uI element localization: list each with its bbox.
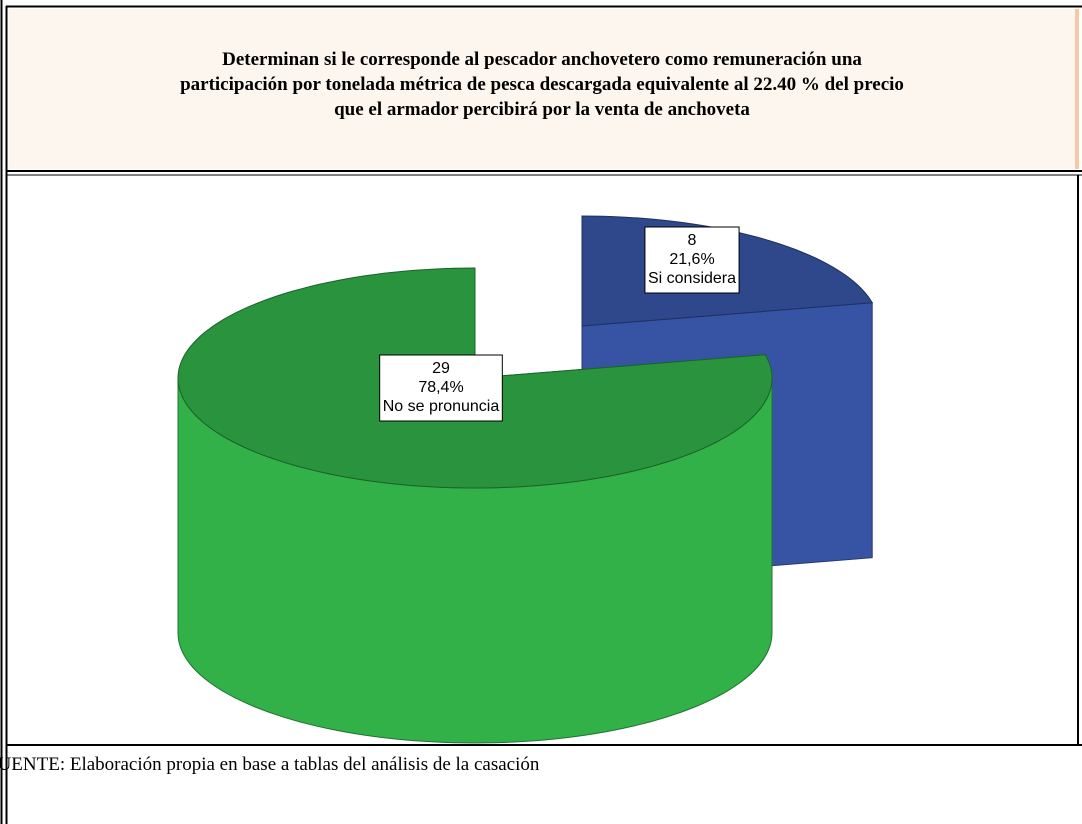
label-box [379, 354, 503, 422]
title-line: participación por tonelada métrica de pe… [180, 74, 904, 95]
data-label-category: Si considera [648, 270, 736, 287]
source-note: FUENTE: Elaboración propia en base a tab… [0, 754, 540, 775]
data-label-count: 8 [688, 232, 697, 249]
label-box [644, 226, 740, 294]
data-label-percent: 78,4% [418, 379, 463, 396]
title-line: Determinan si le corresponde al pescador… [222, 49, 862, 70]
data-label-category: No se pronuncia [383, 398, 500, 415]
data-label-count: 29 [432, 360, 450, 377]
title-line: que el armador percibirá por la venta de… [334, 99, 750, 120]
pie: 8 21,6% Si considera 29 78,4% No se pronuncia [177, 215, 874, 744]
data-label-percent: 21,6% [669, 251, 714, 268]
chart-title: Determinan si le corresponde al pescador… [9, 9, 1079, 169]
